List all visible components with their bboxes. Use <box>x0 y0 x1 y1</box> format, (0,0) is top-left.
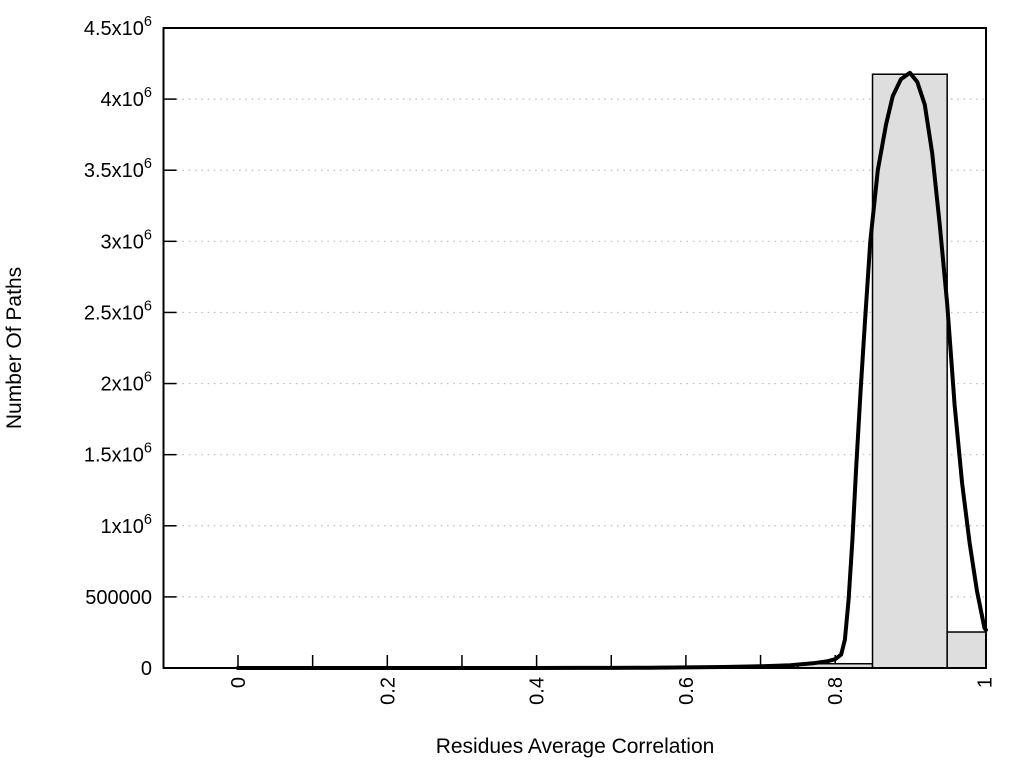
y-tick-label: 1.5x106 <box>84 441 152 467</box>
y-tick-label: 1x106 <box>101 512 152 538</box>
histogram-bar <box>946 631 987 669</box>
x-tick-label: 0.4 <box>527 677 549 705</box>
y-tick-label: 4x106 <box>101 85 152 111</box>
y-axis-title: Number Of Paths <box>3 267 26 429</box>
histogram-bar <box>871 73 948 669</box>
y-tick-label: 2.5x106 <box>84 298 152 324</box>
plot-layers: 0 500000 1x106 1.5x106 2x106 2.5x106 3x106 3.5x… <box>84 14 997 705</box>
x-tick-label: 0.6 <box>676 677 698 705</box>
x-tick-label: 0.2 <box>377 677 399 705</box>
x-axis-title: Residues Average Correlation <box>436 735 715 758</box>
y-tick-label: 4.5x106 <box>84 14 152 40</box>
x-tick-label: 0 <box>228 677 250 688</box>
fit-curve <box>236 70 988 670</box>
y-tick-label: 2x106 <box>101 370 152 396</box>
y-tick-label: 3x106 <box>101 227 152 253</box>
y-tick-label: 3.5x106 <box>84 156 152 182</box>
x-tick-label: 0.8 <box>825 677 847 705</box>
y-tick-label: 500000 <box>85 587 152 609</box>
x-tick-label: 1 <box>975 677 997 688</box>
y-tick-label: 0 <box>141 658 152 680</box>
